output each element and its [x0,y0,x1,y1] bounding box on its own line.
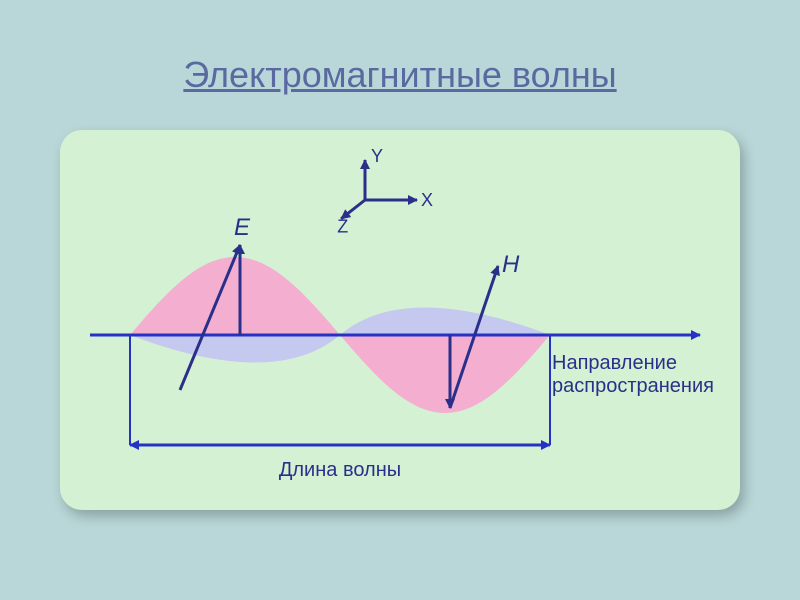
svg-text:H: H [502,251,520,278]
svg-text:E: E [234,214,251,241]
direction-label-line1: Направление [552,352,677,374]
svg-text:Z: Z [337,217,348,237]
direction-label: Направление распространения [552,352,714,398]
slide-title: Электромагнитные волны [0,54,800,96]
diagram-card: Y X Z E H Направление распространения Длин… [60,130,740,510]
coordinate-axes-icon: Y X Z [337,146,433,237]
slide: Электромагнитные волны Y X Z E H [0,0,800,600]
svg-text:Y: Y [371,146,383,166]
direction-label-line2: распространения [552,375,714,397]
wavelength-label: Длина волны [130,459,550,482]
svg-text:X: X [421,190,433,210]
em-wave-diagram: Y X Z E H [60,130,740,510]
